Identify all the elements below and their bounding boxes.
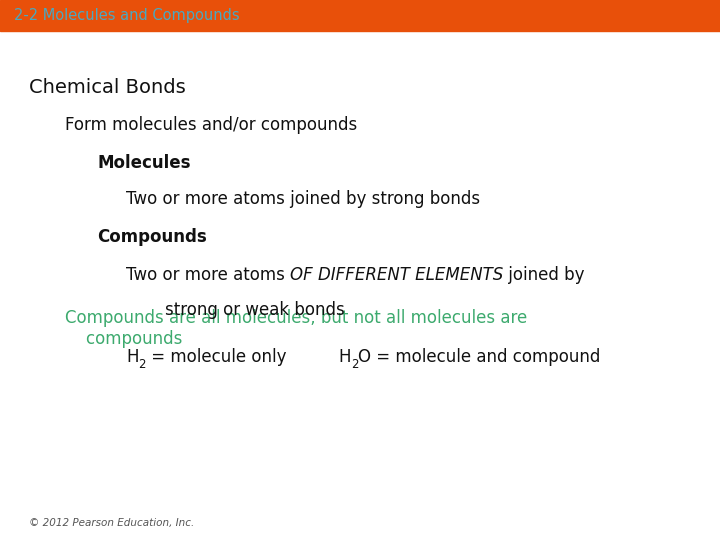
Text: 2: 2 [138, 358, 146, 371]
Text: 2-2 Molecules and Compounds: 2-2 Molecules and Compounds [14, 8, 240, 23]
Text: © 2012 Pearson Education, Inc.: © 2012 Pearson Education, Inc. [29, 518, 194, 528]
Text: H: H [338, 348, 351, 366]
Text: Two or more atoms joined by strong bonds: Two or more atoms joined by strong bonds [126, 190, 480, 208]
Text: Compounds: Compounds [97, 228, 207, 246]
Text: H: H [126, 348, 138, 366]
FancyBboxPatch shape [0, 0, 720, 31]
Text: 2: 2 [351, 358, 359, 371]
Text: Two or more atoms: Two or more atoms [126, 266, 290, 284]
Text: Form molecules and/or compounds: Form molecules and/or compounds [65, 116, 357, 134]
Text: Compounds are all molecules, but not all molecules are
    compounds: Compounds are all molecules, but not all… [65, 309, 527, 348]
Text: Chemical Bonds: Chemical Bonds [29, 78, 186, 97]
Text: = molecule only: = molecule only [146, 348, 287, 366]
Text: joined by: joined by [503, 266, 585, 284]
Text: strong or weak bonds: strong or weak bonds [144, 301, 345, 319]
Text: O = molecule and compound: O = molecule and compound [359, 348, 600, 366]
Text: Molecules: Molecules [97, 154, 191, 172]
Text: OF DIFFERENT ELEMENTS: OF DIFFERENT ELEMENTS [290, 266, 503, 284]
